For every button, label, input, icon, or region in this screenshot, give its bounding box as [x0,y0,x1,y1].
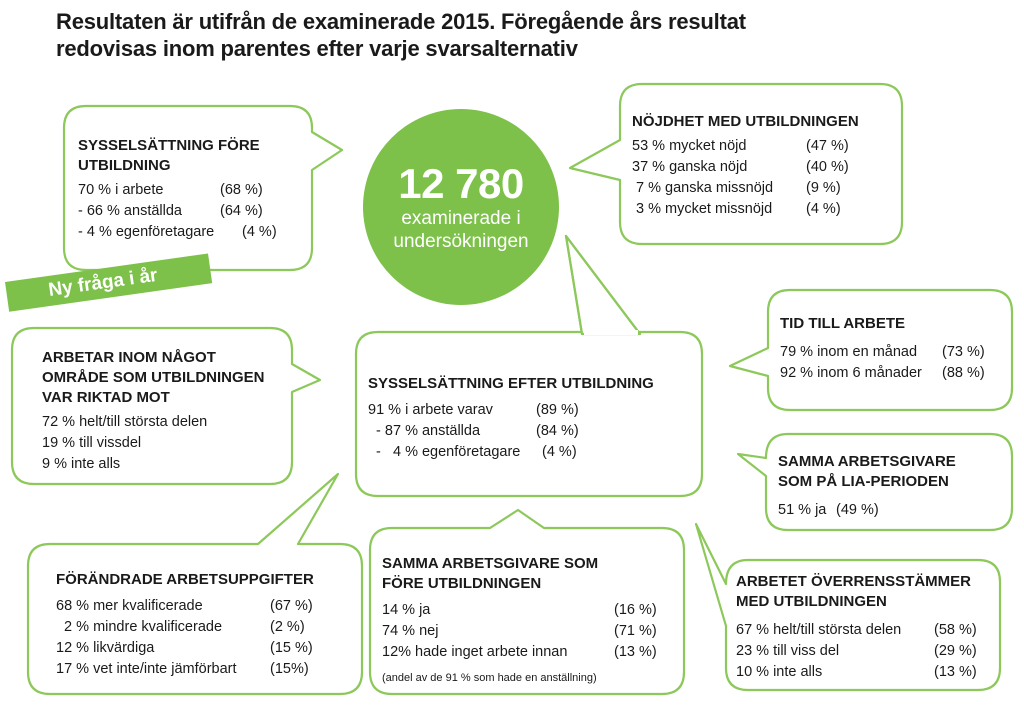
box-heading: TID TILL ARBETE [780,315,905,332]
stat-row: 67 % helt/till största delen (58 %) [736,622,977,638]
bubble-lia [736,432,1014,532]
stat-row: 7 % ganska missnöjd (9 %) [632,180,841,196]
stat-row: 92 % inom 6 månader (88 %) [780,365,985,381]
stat-row: 17 % vet inte/inte jämförbart (15%) [56,661,309,677]
bubble-time [728,288,1014,412]
stat-row: - 4 % egenföretagare (4 %) [78,224,277,240]
box-heading: SYSSELSÄTTNING FÖRE UTBILDNING [78,137,260,174]
stat-row: 37 % ganska nöjd (40 %) [632,159,849,175]
stat-row: 68 % mer kvalificerade (67 %) [56,598,313,614]
box-heading: FÖRÄNDRADE ARBETSUPPGIFTER [56,571,314,588]
box-changed-tasks: FÖRÄNDRADE ARBETSUPPGIFTER 68 % mer kval… [56,570,314,680]
stat-row: 72 % helt/till största delen [42,414,208,430]
page-title: Resultaten är utifrån de examinerade 201… [56,9,746,61]
stat-row: 10 % inte alls (13 %) [736,664,977,680]
bubble-satisfaction [568,82,904,246]
bubble-area [10,326,322,486]
total-graduates: 12 780 examinerade i undersökningen [361,112,561,302]
stat-row: 74 % nej (71 %) [382,623,657,639]
total-label-2: undersökningen [393,231,529,252]
box-same-employer: SAMMA ARBETSGIVARE SOM FÖRE UTBILDNINGEN… [382,554,657,685]
box-heading: ARBETAR INOM NÅGOT OMRÅDE SOM UTBILDNING… [42,349,265,406]
stat-row: 70 % i arbete (68 %) [78,182,263,198]
box-heading: NÖJDHET MED UTBILDNINGEN [632,113,859,130]
stat-row: 79 % inom en månad (73 %) [780,344,985,360]
stat-row: - 66 % anställda (64 %) [78,203,263,219]
box-field-match: ARBETAR INOM NÅGOT OMRÅDE SOM UTBILDNING… [42,348,265,475]
box-job-match: ARBETET ÖVERRENSSTÄMMER MED UTBILDNINGEN… [736,572,977,683]
stat-row: 3 % mycket missnöjd (4 %) [632,201,841,217]
box-heading: ARBETET ÖVERRENSSTÄMMER MED UTBILDNINGEN [736,573,972,610]
stat-row: - 4 % egenföretagare (4 %) [368,444,577,460]
stat-row: 2 % mindre kvalificerade (2 %) [56,619,305,635]
stat-row: 91 % i arbete varav (89 %) [368,402,579,418]
stat-row: 12 % likvärdiga (15 %) [56,640,313,656]
stat-row: 23 % till viss del (29 %) [736,643,977,659]
stat-row: 51 % ja (49 %) [778,502,879,518]
bubble-tasks [26,472,364,696]
box-heading: SAMMA ARBETSGIVARE SOM PÅ LIA-PERIODEN [778,453,956,490]
stat-row: 53 % mycket nöjd (47 %) [632,138,849,154]
stat-row: 9 % inte alls [42,456,121,472]
box-lia-employer: SAMMA ARBETSGIVARE SOM PÅ LIA-PERIODEN 5… [778,452,956,521]
total-number: 12 780 [398,160,524,207]
bubble-after [354,330,704,498]
footnote: (andel av de 91 % som hade en anställnin… [382,672,597,684]
bubble-match [694,522,1002,692]
stat-row: 12% hade inget arbete innan (13 %) [382,644,657,660]
box-employment-after: SYSSELSÄTTNING EFTER UTBILDNING 91 % i a… [368,374,654,463]
total-label-1: examinerade i [401,208,521,229]
stat-row: 14 % ja (16 %) [382,602,657,618]
center-circle [363,109,559,305]
box-time-to-work: TID TILL ARBETE 79 % inom en månad (73 %)… [780,314,985,384]
box-heading: SAMMA ARBETSGIVARE SOM FÖRE UTBILDNINGEN [382,555,599,592]
bubble-same [368,508,686,696]
stat-row: - 87 % anställda (84 %) [368,423,579,439]
box-employment-before: SYSSELSÄTTNING FÖRE UTBILDNING 70 % i ar… [78,136,277,243]
box-heading: SYSSELSÄTTNING EFTER UTBILDNING [368,375,654,392]
stat-row: 19 % till vissdel [42,435,142,451]
bubble-before [62,104,344,272]
box-satisfaction: NÖJDHET MED UTBILDNINGEN 53 % mycket nöj… [632,112,859,220]
